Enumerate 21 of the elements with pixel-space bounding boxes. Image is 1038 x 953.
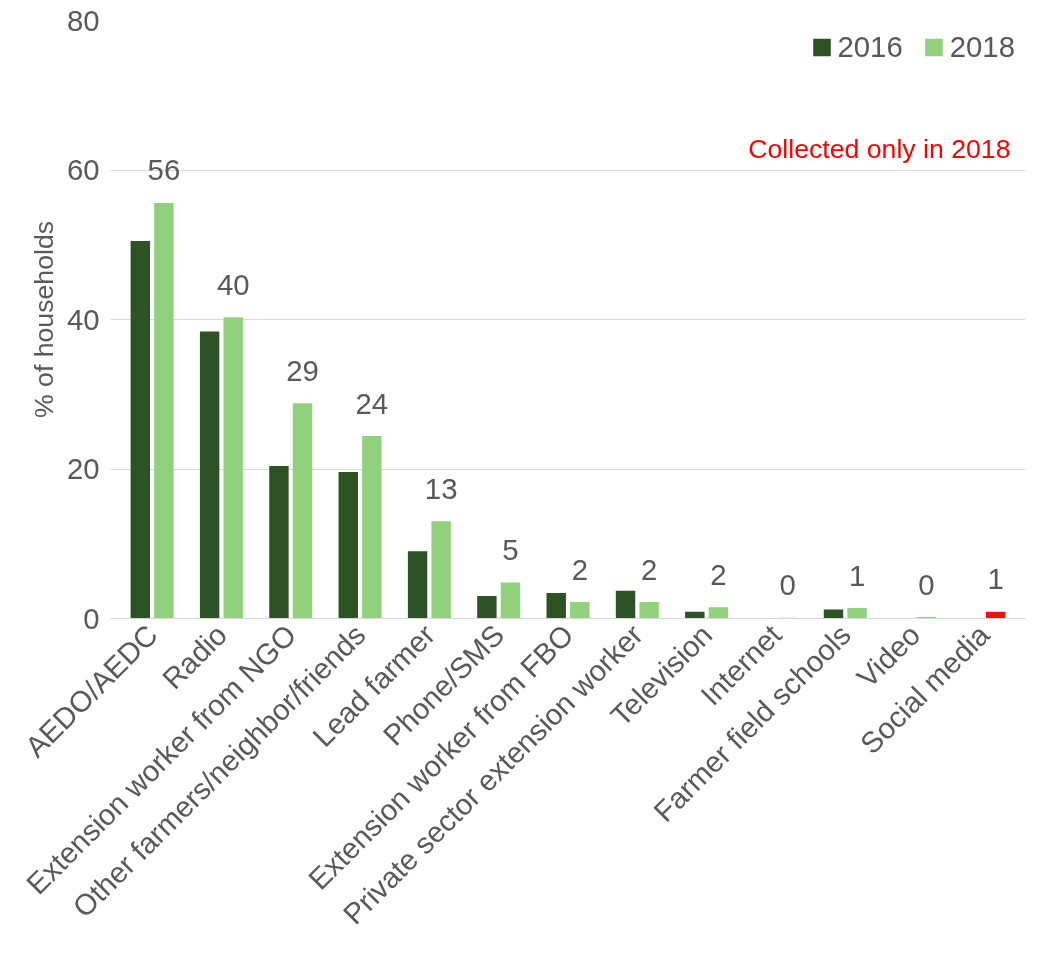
annotation: Collected only in 2018 [748, 134, 1011, 165]
data-label: 2 [710, 557, 727, 591]
legend-label: 2018 [949, 30, 1015, 64]
data-label: 1 [987, 562, 1004, 596]
data-label: 56 [147, 153, 181, 187]
y-tick-label: 80 [66, 3, 100, 37]
data-label: 40 [216, 267, 250, 301]
data-label: 24 [355, 386, 389, 420]
y-tick-label: 40 [66, 302, 100, 336]
data-label: 0 [779, 568, 796, 602]
data-label: 29 [286, 353, 319, 387]
data-label: 0 [918, 567, 935, 601]
legend-label: 2016 [837, 30, 903, 64]
data-label: 13 [424, 471, 458, 505]
data-label: 2 [571, 552, 588, 586]
data-label: 2 [640, 552, 658, 586]
data-label: 1 [848, 558, 866, 592]
data-label: 5 [502, 533, 519, 567]
y-axis-title: % of households [28, 220, 59, 419]
y-tick-label: 20 [66, 452, 100, 485]
y-tick-label: 60 [66, 153, 100, 186]
